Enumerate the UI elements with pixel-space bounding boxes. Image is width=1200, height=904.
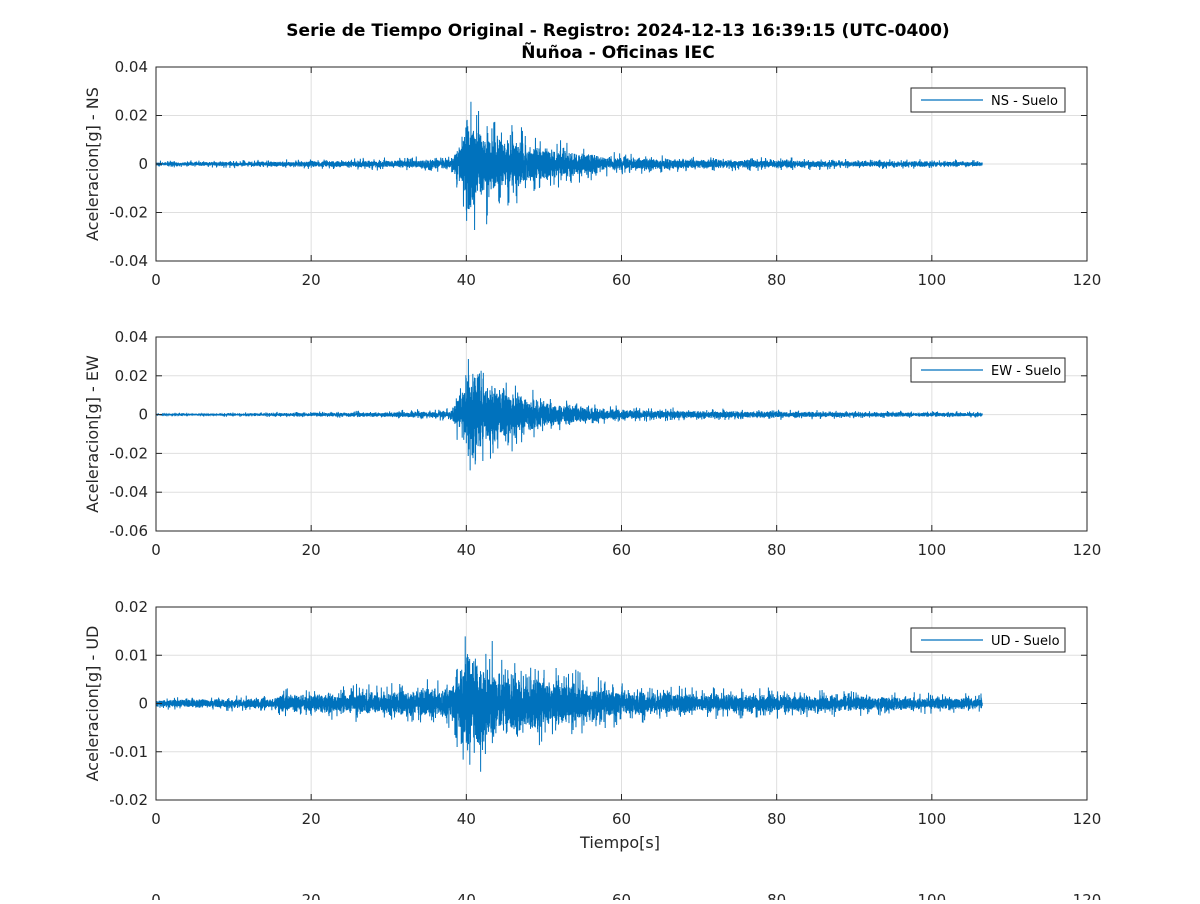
ghost-x-tick-label: 20 bbox=[302, 891, 321, 900]
x-tick-label: 0 bbox=[151, 810, 161, 828]
y-axis-label: Aceleracion[g] - UD bbox=[83, 626, 102, 782]
y-tick-label: 0 bbox=[138, 695, 148, 713]
ghost-x-tick-label: 0 bbox=[151, 891, 161, 900]
subplots: 0 20 40 60 80 100 120-0.04-0.0200.020.04Aceler… bbox=[83, 58, 1101, 828]
x-tick-label: 20 bbox=[302, 810, 321, 828]
x-tick-label: 20 bbox=[302, 541, 321, 559]
y-axis-label: Aceleracion[g] - EW bbox=[83, 355, 102, 513]
y-tick-label: -0.01 bbox=[109, 743, 148, 761]
x-tick-label: 100 bbox=[918, 271, 947, 289]
y-tick-label: 0.02 bbox=[115, 367, 148, 385]
x-tick-label: 60 bbox=[612, 271, 631, 289]
subplot-1: 0 20 40 60 80 100 120 -0.04 -0.02 0 0.02 0.04 Aceler… bbox=[83, 58, 1101, 289]
x-axis-label: Tiempo[s] bbox=[579, 833, 660, 852]
figure-title-line2: Ñuñoa - Oficinas IEC bbox=[521, 40, 714, 63]
x-tick-label: 80 bbox=[767, 271, 786, 289]
x-tick-label: 0 bbox=[151, 541, 161, 559]
x-tick-label: 40 bbox=[457, 271, 476, 289]
y-tick-label: -0.04 bbox=[109, 483, 148, 501]
ghost-x-tick-label: 120 bbox=[1073, 891, 1102, 900]
subplot-3: 0 20 40 60 80 100 120 -0.02 -0.01 0 0.01 0.02 Aceler… bbox=[83, 598, 1101, 828]
x-tick-label: 120 bbox=[1073, 810, 1102, 828]
series-line-ns---suelo bbox=[155, 101, 983, 231]
y-tick-label: -0.02 bbox=[109, 444, 148, 462]
legend-label: UD - Suelo bbox=[991, 634, 1060, 649]
ghost-x-tick-label: 40 bbox=[457, 891, 476, 900]
y-tick-label: 0.02 bbox=[115, 598, 148, 616]
x-tick-label: 40 bbox=[457, 541, 476, 559]
ghost-x-tick-label: 60 bbox=[612, 891, 631, 900]
y-tick-label: 0 bbox=[138, 406, 148, 424]
legend-label: NS - Suelo bbox=[991, 94, 1058, 109]
subplot-2: 0 20 40 60 80 100 120 -0.06 -0.04 -0.02 0 0.02 0.04 A… bbox=[83, 328, 1101, 559]
y-tick-label: -0.04 bbox=[109, 252, 148, 270]
y-tick-label: 0 bbox=[138, 155, 148, 173]
x-tick-label: 60 bbox=[612, 541, 631, 559]
x-tick-label: 120 bbox=[1073, 541, 1102, 559]
ghost-x-tick-label: 100 bbox=[918, 891, 947, 900]
y-axis-label: Aceleracion[g] - NS bbox=[83, 87, 102, 241]
y-tick-label: 0.02 bbox=[115, 107, 148, 125]
series-line-ud---suelo bbox=[155, 636, 983, 772]
x-tick-label: 20 bbox=[302, 271, 321, 289]
y-tick-label: 0.04 bbox=[115, 328, 148, 346]
legend: EW - Suelo bbox=[910, 357, 1066, 383]
x-tick-label: 80 bbox=[767, 541, 786, 559]
y-tick-label: -0.02 bbox=[109, 791, 148, 809]
y-tick-label: 0.01 bbox=[115, 646, 148, 664]
legend-label: EW - Suelo bbox=[991, 364, 1061, 379]
legend: NS - Suelo bbox=[910, 87, 1066, 113]
y-tick-label: 0.04 bbox=[115, 58, 148, 76]
legend-box bbox=[910, 627, 1066, 653]
x-tick-label: 100 bbox=[918, 541, 947, 559]
x-tick-label: 80 bbox=[767, 810, 786, 828]
y-tick-label: -0.06 bbox=[109, 522, 148, 540]
figure-title-line1: Serie de Tiempo Original - Registro: 202… bbox=[286, 21, 949, 41]
x-tick-label: 0 bbox=[151, 271, 161, 289]
series-line-ew---suelo bbox=[155, 358, 983, 471]
ghost-x-tick-row: 0 20 40 60 80 100 120 bbox=[151, 891, 1102, 904]
x-tick-label: 120 bbox=[1073, 271, 1102, 289]
x-tick-label: 40 bbox=[457, 810, 476, 828]
legend: UD - Suelo bbox=[910, 627, 1066, 653]
ghost-x-tick-label: 80 bbox=[767, 891, 786, 900]
x-tick-label: 100 bbox=[918, 810, 947, 828]
y-tick-label: -0.02 bbox=[109, 204, 148, 222]
x-tick-label: 60 bbox=[612, 810, 631, 828]
